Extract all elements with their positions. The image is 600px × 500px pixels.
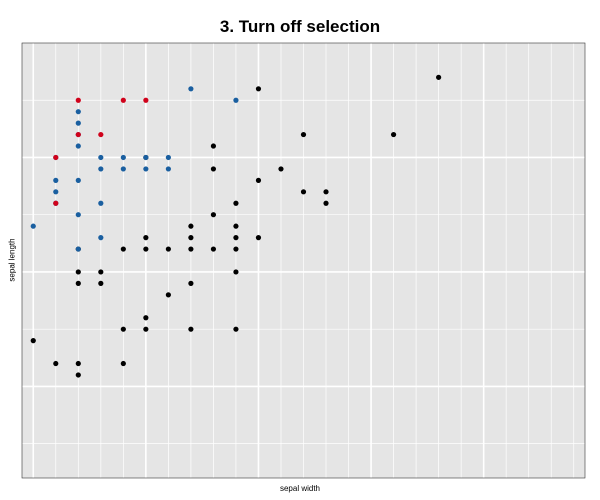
data-point	[210, 246, 217, 252]
data-point	[255, 235, 262, 241]
data-point	[188, 280, 194, 286]
chart-title: 3. Turn off selection	[219, 17, 381, 36]
data-point	[143, 97, 149, 103]
data-point	[300, 131, 307, 138]
data-point	[165, 166, 171, 172]
data-point	[255, 86, 262, 92]
data-point	[188, 246, 194, 252]
data-point	[165, 292, 171, 298]
data-point	[75, 120, 81, 126]
data-point	[75, 97, 81, 103]
data-point	[75, 131, 81, 138]
data-point	[210, 212, 217, 218]
grid-lines	[22, 43, 585, 478]
data-point	[98, 154, 104, 161]
data-point	[75, 177, 81, 183]
data-point	[53, 200, 59, 206]
data-point	[143, 166, 149, 172]
data-point	[143, 235, 149, 241]
data-point	[75, 212, 81, 218]
data-point	[75, 280, 81, 286]
data-point	[53, 177, 59, 183]
x-axis-label: sepal width	[279, 484, 321, 493]
data-point	[120, 166, 126, 172]
data-point	[120, 246, 126, 252]
data-point	[165, 154, 171, 161]
data-point	[233, 200, 239, 206]
data-point	[233, 326, 239, 332]
data-point	[165, 246, 171, 252]
data-point	[98, 280, 104, 286]
data-point	[143, 246, 149, 252]
data-point	[143, 326, 149, 332]
data-point	[188, 235, 194, 241]
data-point	[323, 200, 329, 206]
data-point	[278, 166, 284, 172]
data-point	[53, 154, 59, 161]
data-point	[233, 269, 239, 275]
data-point	[188, 223, 194, 229]
data-point	[210, 143, 217, 149]
data-point	[75, 143, 81, 149]
data-point	[75, 246, 81, 252]
data-point	[120, 97, 126, 103]
data-point	[98, 166, 104, 172]
data-points	[30, 74, 442, 378]
data-point	[188, 326, 194, 332]
data-point	[120, 360, 126, 367]
data-point	[30, 338, 36, 344]
data-point	[98, 235, 104, 241]
data-point	[323, 189, 329, 195]
data-point	[120, 326, 126, 332]
data-point	[75, 269, 81, 275]
data-point	[233, 246, 239, 252]
data-point	[75, 109, 81, 115]
data-point	[98, 131, 104, 138]
data-point	[188, 86, 194, 92]
data-point	[300, 189, 307, 195]
data-point	[390, 131, 397, 138]
data-point	[53, 360, 59, 367]
data-point	[233, 235, 239, 241]
data-point	[436, 74, 442, 80]
data-point	[75, 372, 81, 378]
data-point	[53, 189, 59, 195]
data-point	[210, 166, 217, 172]
data-point	[98, 200, 104, 206]
data-point	[233, 223, 239, 229]
plot-border	[21, 42, 586, 479]
data-point	[143, 315, 149, 321]
y-axis-label: sepal length	[7, 238, 17, 282]
data-point	[233, 97, 239, 103]
data-point	[120, 154, 126, 161]
data-point	[75, 360, 81, 367]
data-point	[30, 223, 36, 229]
data-point	[98, 269, 104, 275]
data-point	[255, 177, 262, 183]
data-point	[143, 154, 149, 161]
